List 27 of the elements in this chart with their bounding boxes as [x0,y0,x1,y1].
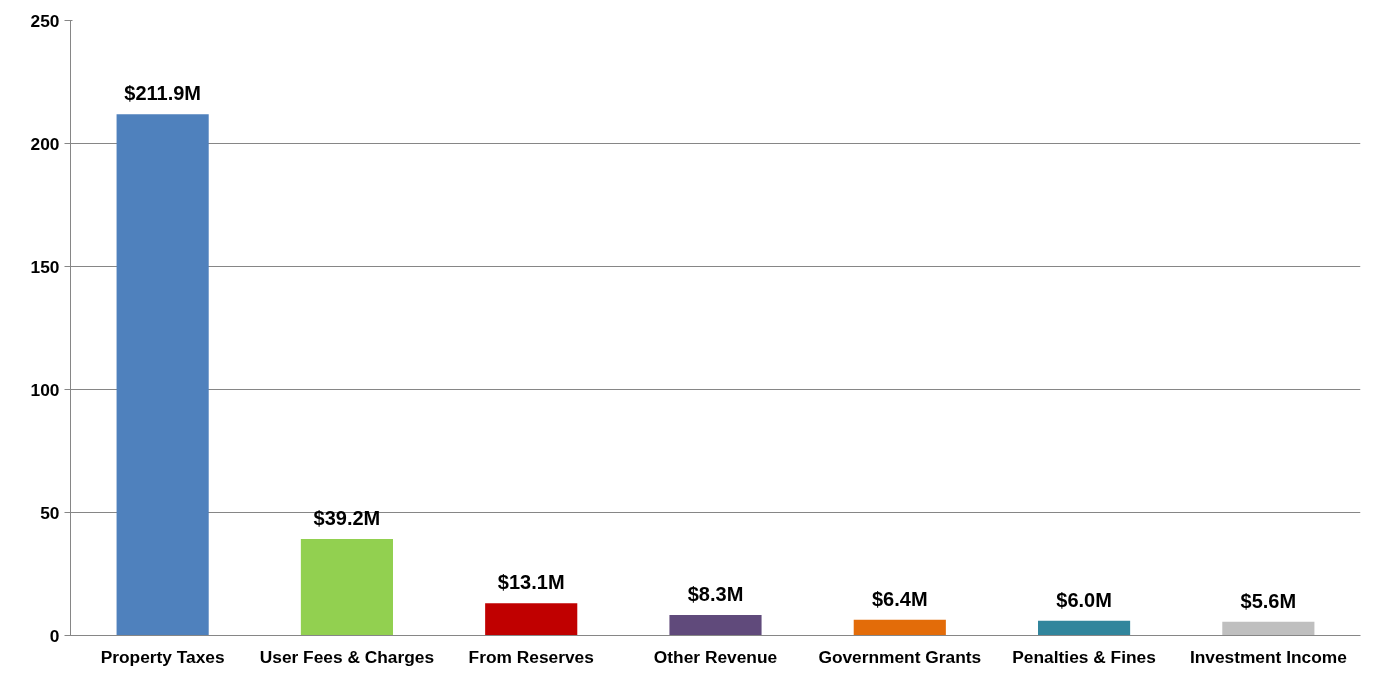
x-tick-label: Government Grants [818,646,982,667]
x-tick-label: Investment Income [1189,646,1348,667]
data-label: $13.1M [497,571,565,594]
y-tick-label: 250 [30,10,60,31]
bar [1222,621,1315,636]
y-tick-label: 0 [49,625,60,646]
x-tick-label: User Fees & Charges [259,646,435,667]
bar [1038,620,1131,636]
data-label: $5.6M [1240,589,1297,612]
x-tick-label: Penalties & Fines [1012,646,1156,667]
bar [485,603,578,636]
y-tick-label: 150 [30,256,60,277]
data-label: $8.3M [687,583,744,606]
x-tick-label: Property Taxes [100,646,225,667]
bar [116,114,209,636]
y-tick-label: 50 [40,502,60,523]
y-tick-label: 200 [30,133,60,154]
bar [669,615,762,636]
data-label: $6.0M [1056,588,1112,611]
bar [853,619,946,636]
data-label: $39.2M [313,507,381,530]
bar [300,539,393,636]
data-label: $211.9M [124,82,202,105]
x-tick-label: Other Revenue [653,646,778,667]
data-label: $6.4M [871,587,928,610]
x-tick-label: From Reserves [468,646,594,667]
y-tick-label: 100 [30,379,60,400]
